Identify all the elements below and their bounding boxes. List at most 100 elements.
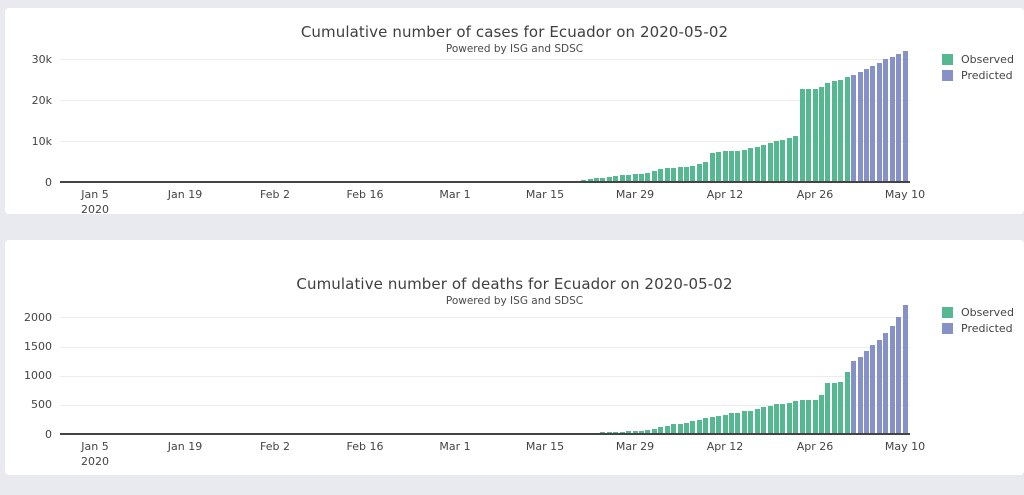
predicted-bar[interactable] [857, 356, 863, 434]
observed-bar[interactable] [806, 400, 812, 434]
observed-bar[interactable] [632, 174, 638, 182]
observed-bar[interactable] [696, 163, 702, 182]
observed-bar[interactable] [613, 176, 619, 182]
observed-bar[interactable] [722, 151, 728, 182]
observed-bar[interactable] [793, 401, 799, 434]
observed-bar[interactable] [818, 87, 824, 182]
predicted-bar[interactable] [863, 68, 869, 182]
observed-bar[interactable] [716, 415, 722, 434]
observed-bar[interactable] [831, 382, 837, 434]
observed-bar[interactable] [748, 148, 754, 182]
observed-bar[interactable] [619, 431, 625, 434]
plot-area[interactable]: 0 10k 20k 30k Jan 5 2020 Jan 19 Feb 2 Feb 16 Mar… [5, 8, 1024, 216]
observed-bar[interactable] [812, 89, 818, 182]
legend-item-observed[interactable]: Observed [942, 51, 1014, 67]
predicted-bar[interactable] [863, 351, 869, 434]
predicted-bar[interactable] [902, 305, 908, 434]
observed-bar[interactable] [786, 137, 792, 182]
observed-bar[interactable] [658, 169, 664, 182]
observed-bar[interactable] [632, 430, 638, 434]
observed-bar[interactable] [748, 410, 754, 434]
observed-bar[interactable] [844, 372, 850, 434]
predicted-bar[interactable] [870, 345, 876, 434]
observed-bar[interactable] [696, 419, 702, 434]
observed-bar[interactable] [761, 407, 767, 434]
observed-bar[interactable] [761, 145, 767, 182]
observed-bar[interactable] [677, 423, 683, 434]
observed-bar[interactable] [703, 161, 709, 182]
predicted-bar[interactable] [889, 56, 895, 182]
observed-bar[interactable] [780, 139, 786, 182]
observed-bar[interactable] [767, 143, 773, 182]
observed-bar[interactable] [838, 381, 844, 434]
observed-bar[interactable] [638, 173, 644, 182]
observed-bar[interactable] [626, 174, 632, 182]
observed-bar[interactable] [709, 416, 715, 434]
observed-bar[interactable] [799, 89, 805, 182]
observed-bar[interactable] [709, 152, 715, 182]
observed-bar[interactable] [728, 151, 734, 182]
observed-bar[interactable] [671, 167, 677, 182]
observed-bar[interactable] [600, 177, 606, 182]
observed-bar[interactable] [741, 149, 747, 182]
observed-bar[interactable] [741, 411, 747, 434]
observed-bar[interactable] [638, 430, 644, 434]
observed-bar[interactable] [780, 403, 786, 434]
observed-bar[interactable] [754, 409, 760, 434]
observed-bar[interactable] [773, 404, 779, 434]
predicted-bar[interactable] [902, 50, 908, 182]
observed-bar[interactable] [683, 166, 689, 182]
observed-bar[interactable] [651, 170, 657, 182]
predicted-bar[interactable] [876, 339, 882, 434]
observed-bar[interactable] [690, 165, 696, 182]
observed-bar[interactable] [844, 77, 850, 182]
observed-bar[interactable] [812, 400, 818, 434]
observed-bar[interactable] [651, 428, 657, 434]
observed-bar[interactable] [690, 421, 696, 434]
observed-bar[interactable] [786, 402, 792, 434]
observed-bar[interactable] [606, 177, 612, 182]
observed-bar[interactable] [626, 431, 632, 434]
observed-bar[interactable] [825, 82, 831, 182]
observed-bar[interactable] [664, 168, 670, 182]
predicted-bar[interactable] [896, 53, 902, 182]
observed-bar[interactable] [754, 147, 760, 182]
predicted-bar[interactable] [883, 59, 889, 182]
observed-bar[interactable] [728, 413, 734, 434]
predicted-bar[interactable] [857, 71, 863, 182]
observed-bar[interactable] [671, 423, 677, 434]
predicted-bar[interactable] [883, 332, 889, 434]
observed-bar[interactable] [581, 179, 587, 182]
observed-bar[interactable] [703, 418, 709, 434]
legend-item-predicted[interactable]: Predicted [942, 320, 1014, 336]
predicted-bar[interactable] [851, 74, 857, 182]
observed-bar[interactable] [619, 175, 625, 182]
observed-bar[interactable] [773, 140, 779, 182]
observed-bar[interactable] [716, 152, 722, 182]
observed-bar[interactable] [735, 412, 741, 434]
observed-bar[interactable] [825, 383, 831, 434]
predicted-bar[interactable] [870, 65, 876, 182]
predicted-bar[interactable] [876, 62, 882, 182]
observed-bar[interactable] [587, 178, 593, 182]
observed-bar[interactable] [767, 406, 773, 434]
legend-item-observed[interactable]: Observed [942, 304, 1014, 320]
observed-bar[interactable] [645, 172, 651, 182]
observed-bar[interactable] [838, 80, 844, 182]
observed-bar[interactable] [735, 150, 741, 182]
observed-bar[interactable] [831, 81, 837, 182]
observed-bar[interactable] [664, 425, 670, 434]
observed-bar[interactable] [658, 427, 664, 434]
observed-bar[interactable] [799, 400, 805, 434]
observed-bar[interactable] [818, 395, 824, 434]
predicted-bar[interactable] [896, 316, 902, 434]
legend-item-predicted[interactable]: Predicted [942, 67, 1014, 83]
predicted-bar[interactable] [889, 325, 895, 434]
predicted-bar[interactable] [851, 361, 857, 434]
observed-bar[interactable] [793, 136, 799, 182]
observed-bar[interactable] [677, 167, 683, 182]
observed-bar[interactable] [645, 429, 651, 434]
observed-bar[interactable] [683, 422, 689, 434]
observed-bar[interactable] [806, 89, 812, 182]
observed-bar[interactable] [593, 177, 599, 182]
